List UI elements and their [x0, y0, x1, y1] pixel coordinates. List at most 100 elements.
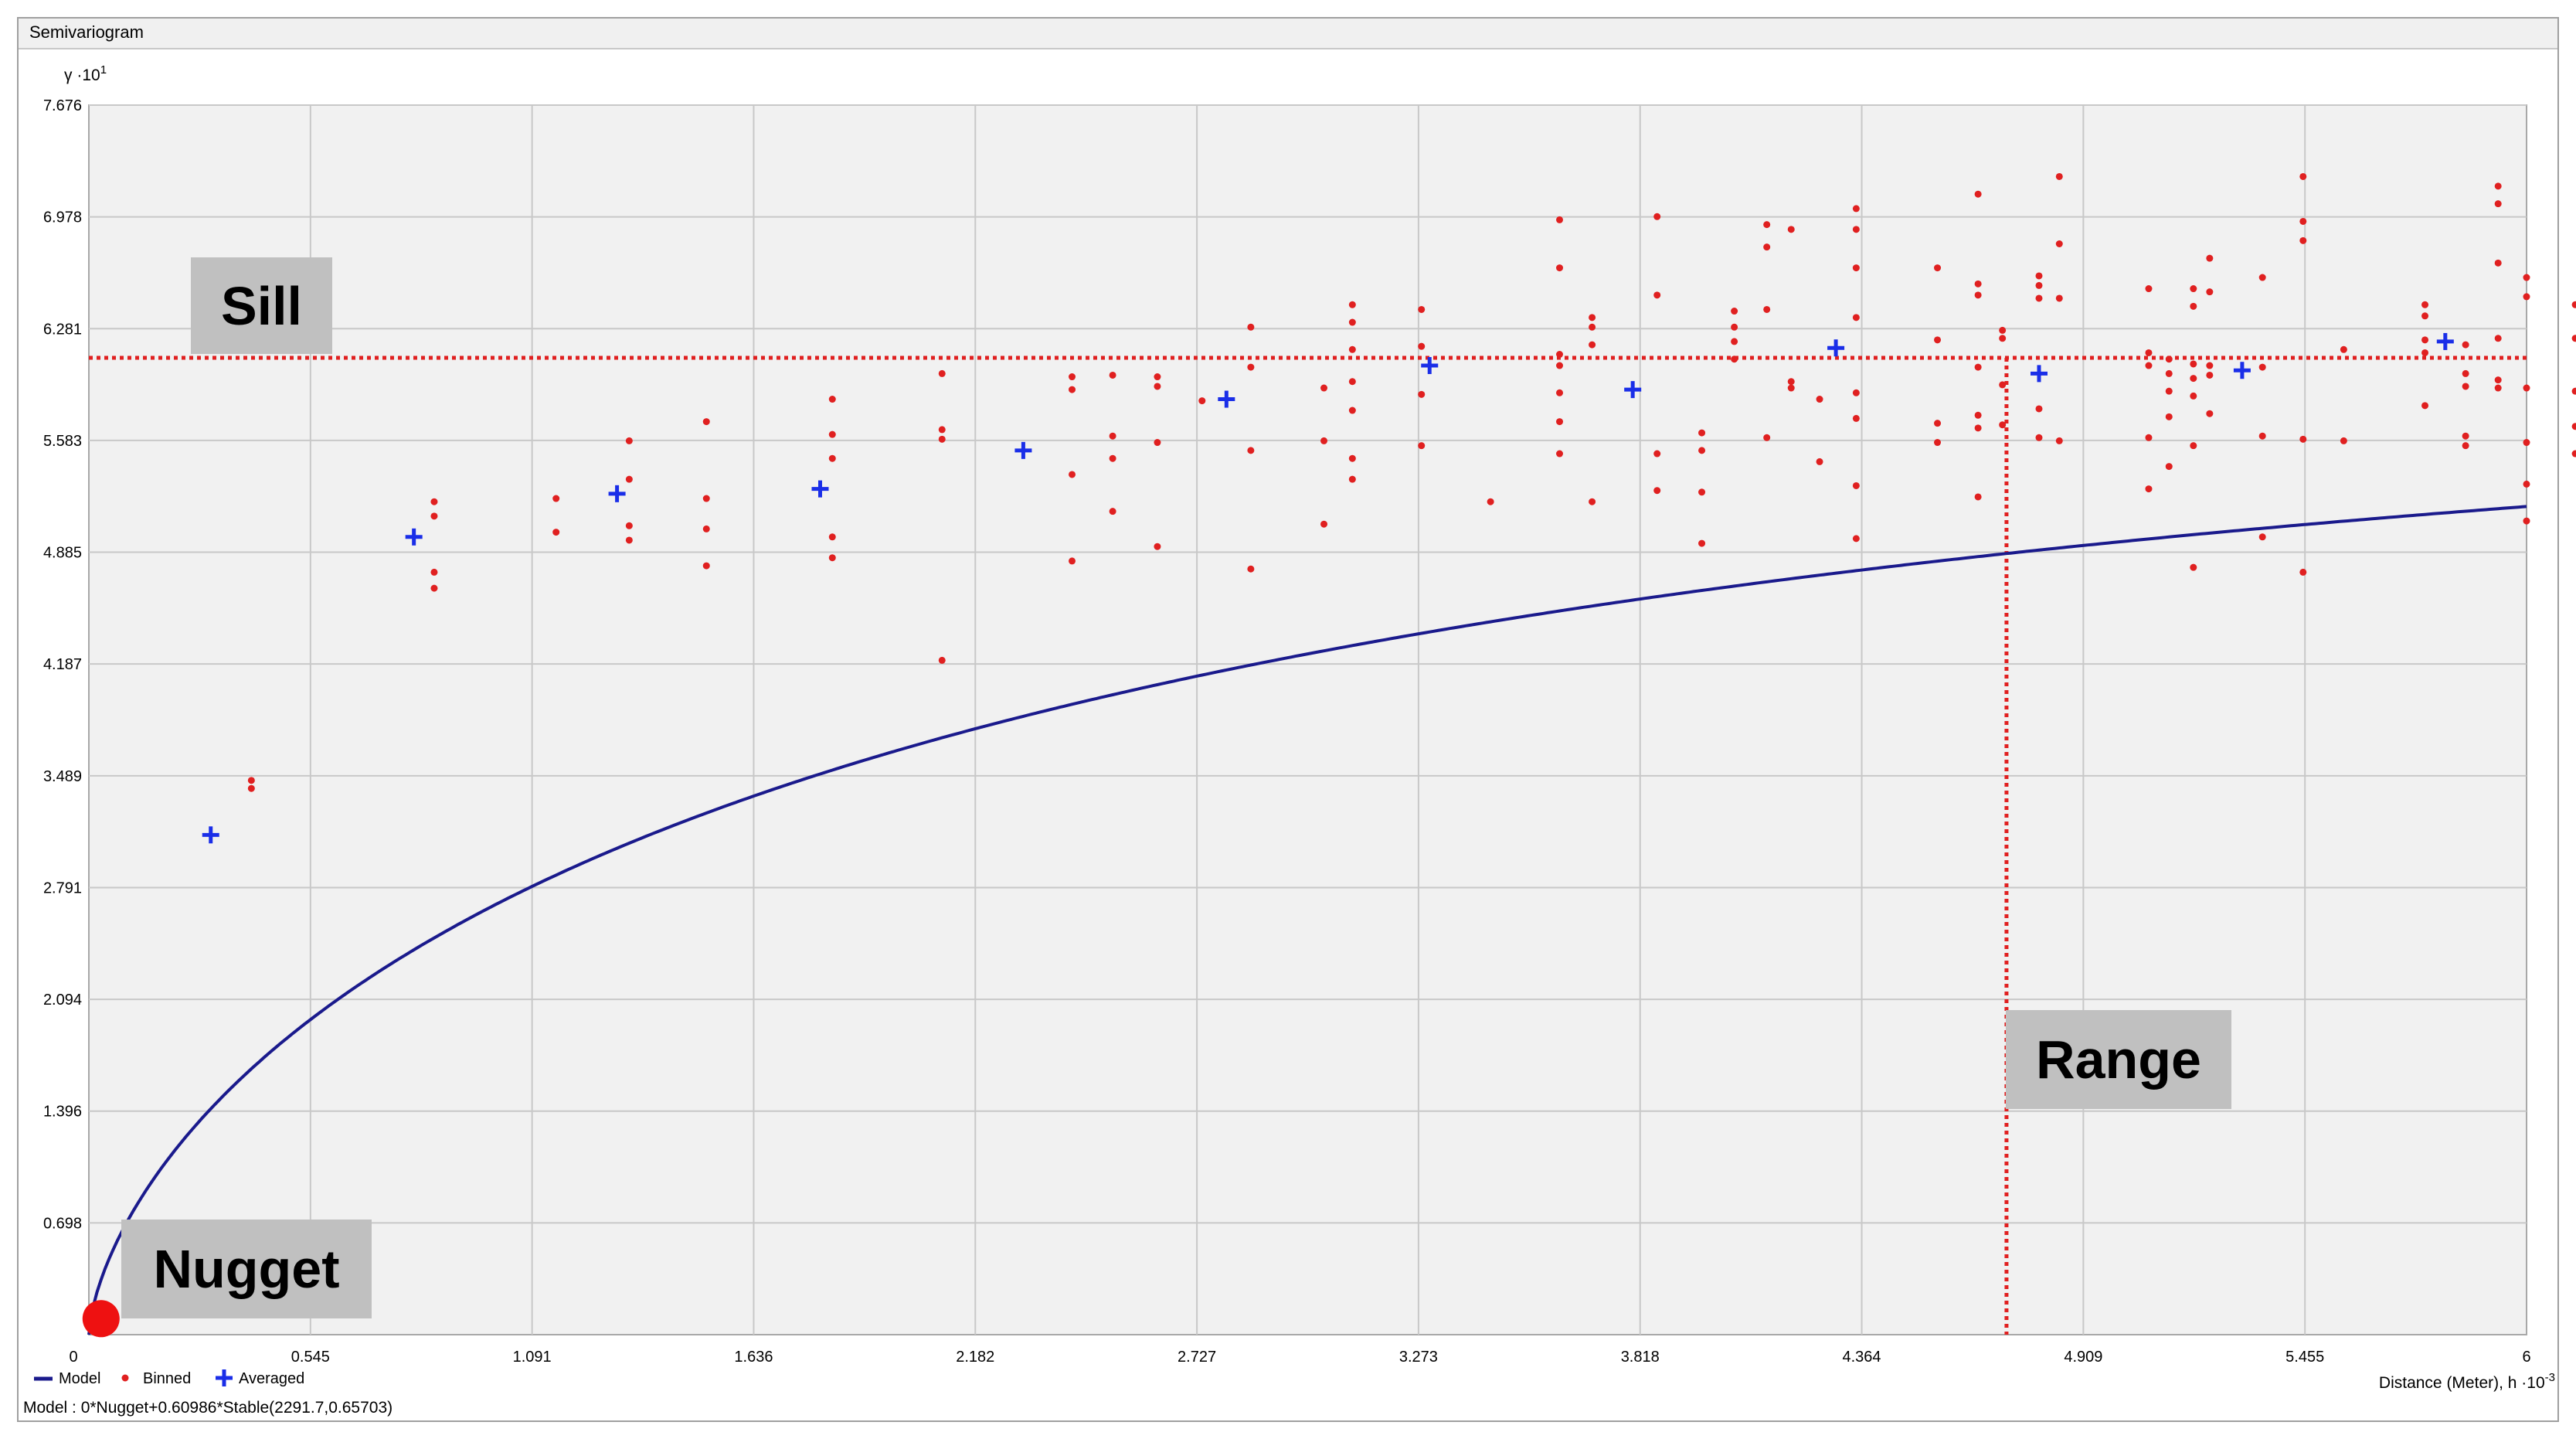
binned-point — [2190, 302, 2197, 310]
legend-binned-swatch — [121, 1374, 129, 1382]
binned-point — [2206, 362, 2214, 369]
binned-point — [1247, 323, 1255, 331]
y-tick-label: 5.583 — [43, 433, 82, 450]
binned-point — [1974, 190, 1982, 198]
binned-point — [2571, 301, 2576, 308]
binned-point — [1348, 318, 1356, 326]
binned-point — [1974, 424, 1982, 432]
grid-lines — [89, 104, 2527, 1335]
binned-point — [2165, 413, 2173, 420]
binned-point — [1589, 341, 1596, 349]
binned-point — [2340, 437, 2347, 444]
model-curve — [87, 505, 2527, 1335]
binned-point — [1852, 481, 1860, 489]
x-axis-label: Distance (Meter), h ·10-3 — [2379, 1371, 2555, 1392]
binned-point — [2299, 236, 2307, 244]
y-tick-label: 2.094 — [43, 992, 82, 1009]
x-tick-labels: 0 0.545 1.091 1.636 2.182 2.727 3.273 3.818 4.36… — [69, 1349, 2530, 1366]
binned-point — [938, 369, 946, 377]
binned-point — [2165, 369, 2173, 377]
binned-point — [1247, 447, 1255, 454]
binned-point — [1852, 535, 1860, 543]
binned-point — [1556, 450, 1564, 458]
binned-point — [1154, 383, 1161, 390]
binned-point — [2421, 349, 2429, 356]
binned-point — [1348, 301, 1356, 308]
binned-point — [938, 656, 946, 664]
binned-point — [2299, 568, 2307, 576]
x-tick-label: 2.727 — [1178, 1349, 1216, 1366]
averaged-point — [1421, 357, 1439, 375]
binned-point — [2206, 288, 2214, 296]
binned-point — [2299, 435, 2307, 443]
y-tick-label: 6.281 — [43, 321, 82, 338]
binned-point — [702, 562, 710, 570]
binned-point — [1069, 373, 1076, 381]
binned-point — [2035, 281, 2043, 289]
binned-point — [1852, 226, 1860, 233]
binned-point — [828, 554, 836, 562]
binned-point — [1069, 471, 1076, 478]
legend-model-label: Model — [59, 1370, 100, 1387]
binned-point — [1320, 437, 1328, 444]
x-tick-label: 1.091 — [513, 1349, 552, 1366]
y-axis-label: γ ·101 — [64, 63, 107, 84]
binned-point — [1974, 363, 1982, 371]
binned-point — [1556, 418, 1564, 426]
binned-point — [2055, 172, 2063, 180]
binned-point — [1247, 565, 1255, 573]
binned-point — [2190, 375, 2197, 383]
binned-point — [1731, 308, 1738, 315]
binned-point — [247, 784, 255, 792]
binned-point — [1934, 439, 1942, 447]
binned-point — [1653, 487, 1661, 495]
binned-point — [2145, 485, 2153, 493]
binned-point — [2494, 182, 2502, 190]
binned-point — [1698, 488, 1706, 496]
plot-area — [88, 104, 2527, 1335]
binned-point — [2206, 254, 2214, 262]
binned-point — [2190, 442, 2197, 450]
binned-point — [2523, 480, 2530, 488]
binned-point — [2494, 335, 2502, 342]
legend-binned-label: Binned — [143, 1370, 191, 1387]
binned-point — [2571, 450, 2576, 458]
x-tick-label: 4.364 — [1843, 1349, 1881, 1366]
binned-point — [2258, 432, 2266, 440]
x-tick-label: 3.818 — [1621, 1349, 1660, 1366]
binned-point — [2421, 402, 2429, 410]
binned-point — [430, 498, 438, 505]
binned-point — [2055, 294, 2063, 302]
binned-point — [2258, 274, 2266, 281]
binned-point — [1816, 458, 1823, 465]
binned-point — [1787, 226, 1795, 233]
x-tick-label: 0 — [69, 1349, 77, 1366]
binned-point — [625, 522, 633, 529]
binned-point — [1934, 336, 1942, 344]
binned-point — [1109, 371, 1116, 379]
binned-point — [1418, 390, 1426, 398]
binned-point — [2462, 432, 2469, 440]
binned-point — [552, 529, 560, 536]
binned-point — [1974, 493, 1982, 501]
binned-point — [1999, 326, 2007, 334]
y-tick-label: 6.978 — [43, 209, 82, 226]
x-tick-label: 6 — [2522, 1349, 2530, 1366]
binned-point — [2571, 423, 2576, 430]
y-tick-labels: 0.698 1.396 2.094 2.791 3.489 4.187 4.885 5.583… — [43, 97, 82, 1232]
x-axis-label-text: Distance (Meter), h ·10 — [2379, 1374, 2545, 1392]
binned-point — [2035, 434, 2043, 441]
binned-point — [1556, 389, 1564, 396]
binned-point — [1348, 378, 1356, 386]
binned-point — [2523, 384, 2530, 392]
binned-point — [1974, 291, 1982, 299]
binned-point — [1731, 338, 1738, 345]
binned-point — [1653, 291, 1661, 299]
binned-point — [938, 426, 946, 434]
x-tick-label: 5.455 — [2285, 1349, 2324, 1366]
binned-point — [625, 475, 633, 483]
binned-point — [1974, 280, 1982, 287]
binned-point — [1999, 335, 2007, 342]
binned-point — [1698, 539, 1706, 547]
